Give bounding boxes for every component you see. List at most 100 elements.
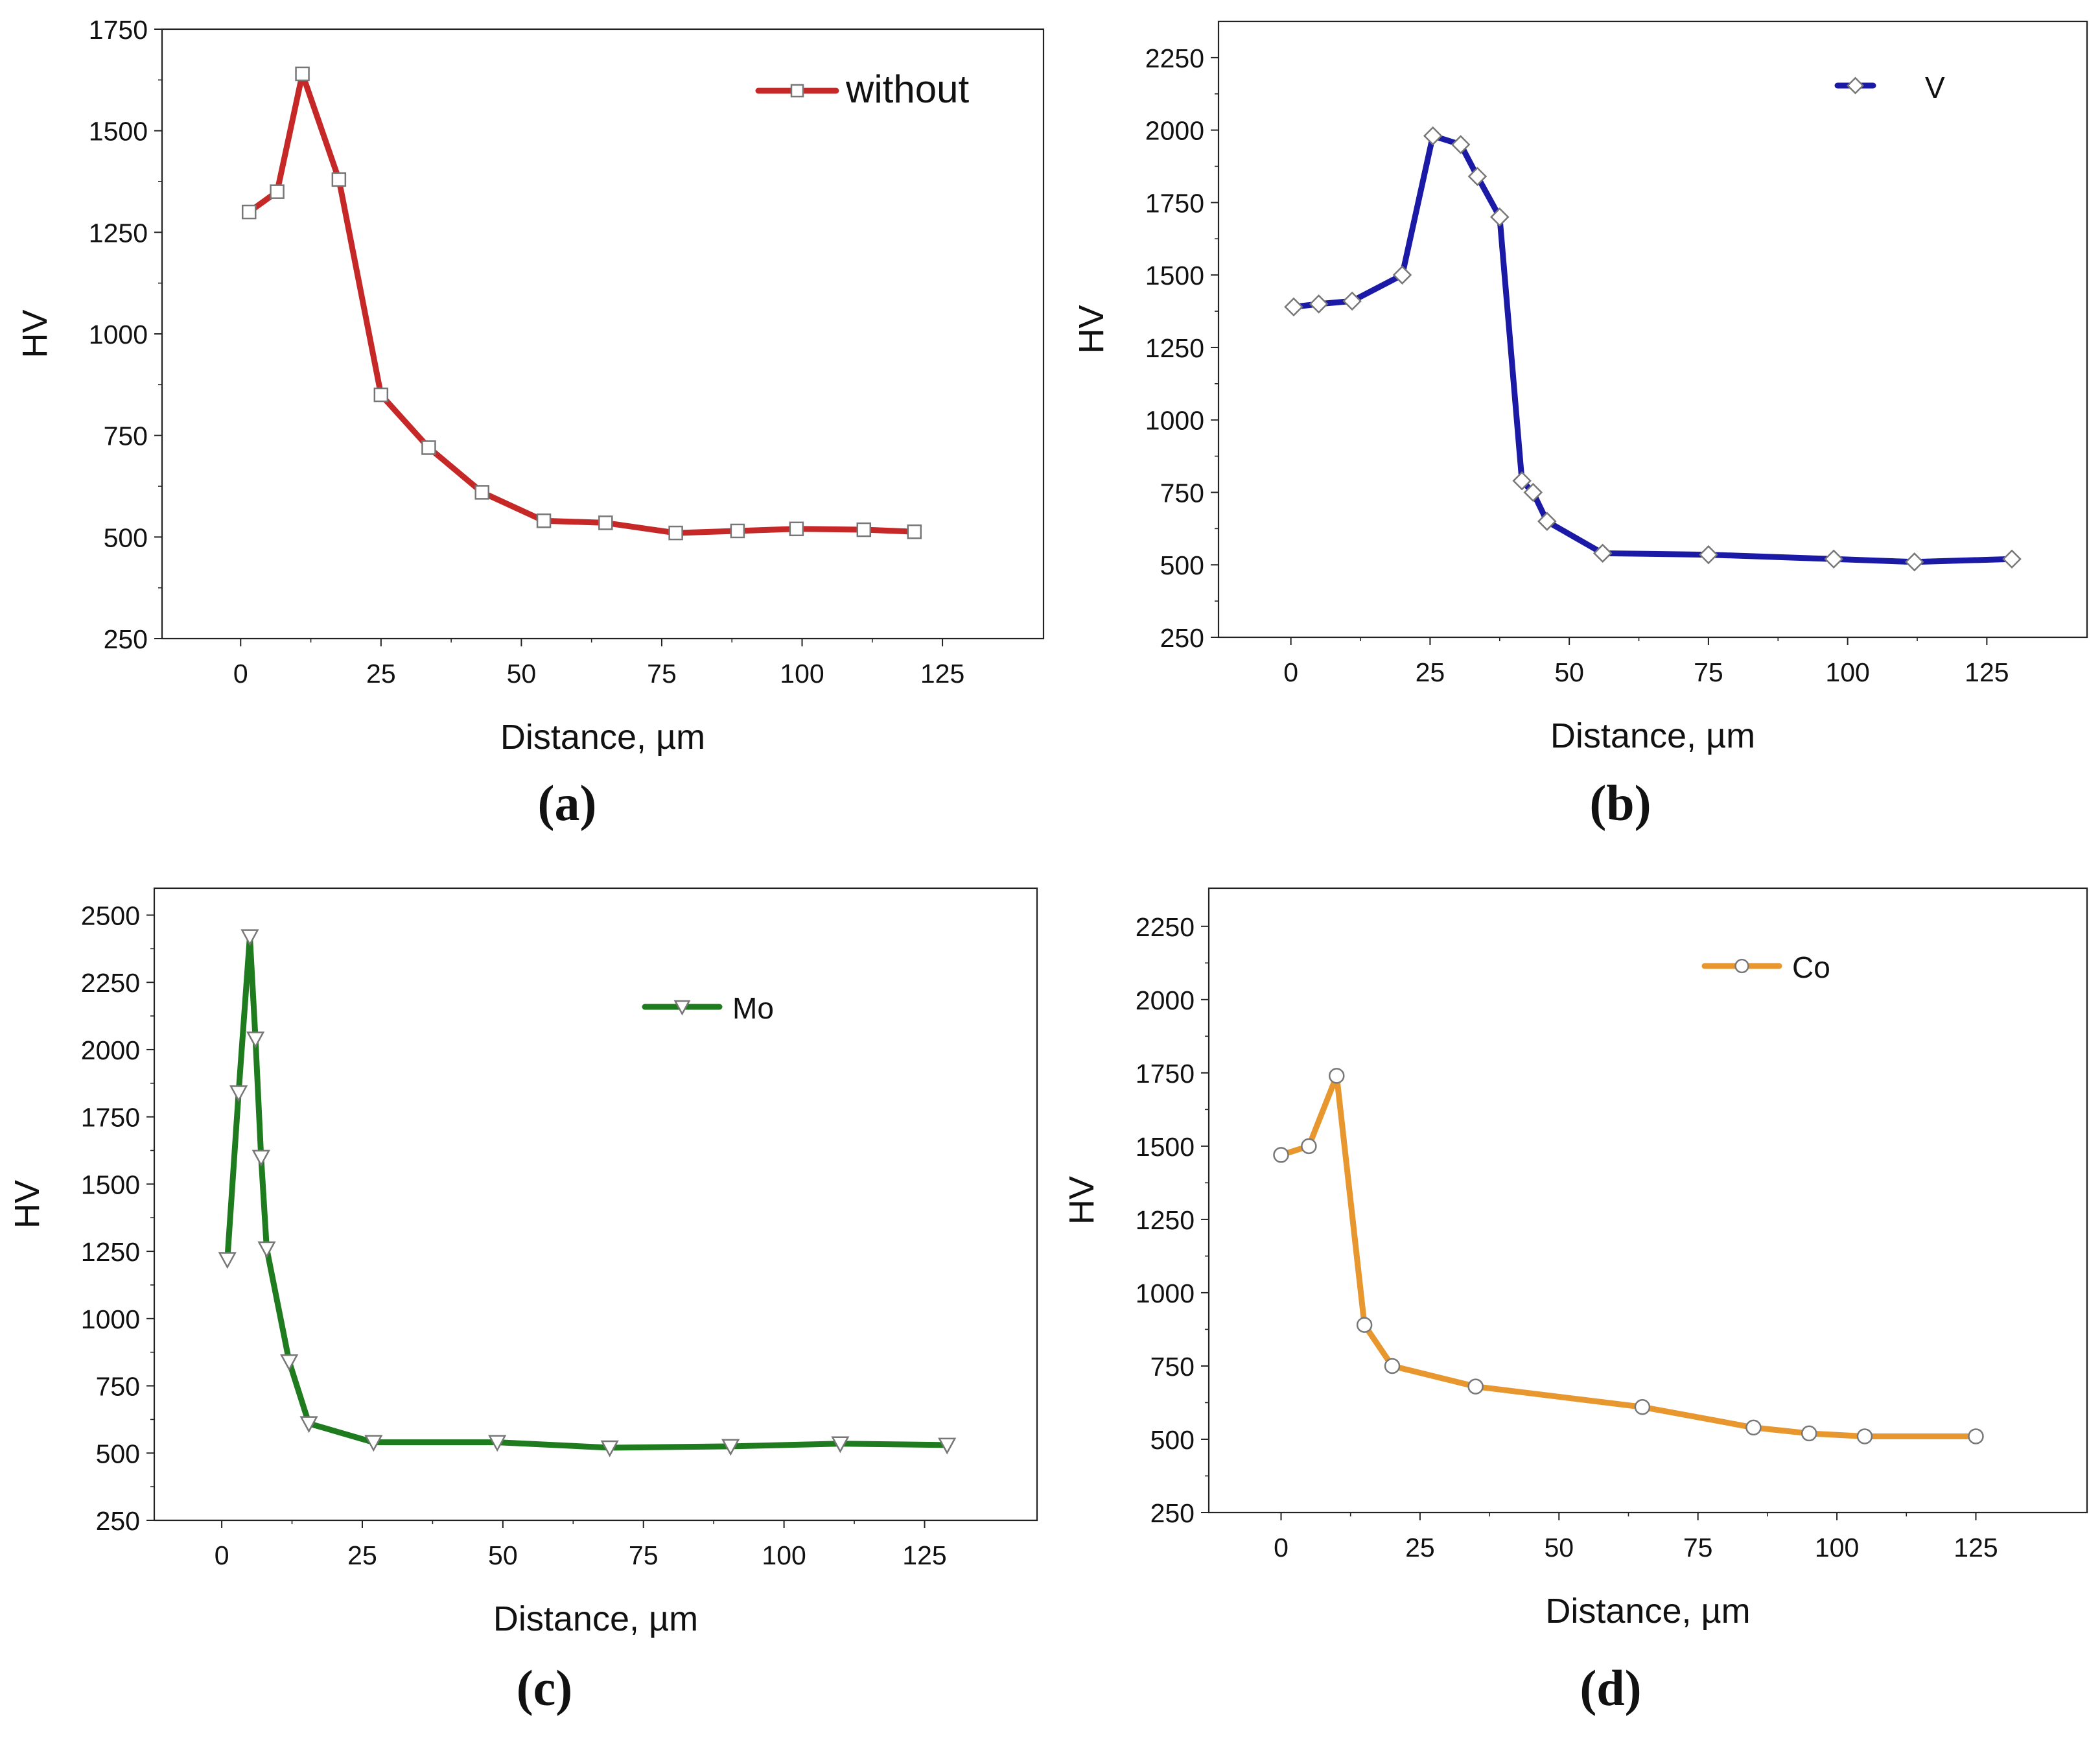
data-point (907, 524, 922, 539)
x-tick-label: 75 (1694, 657, 1723, 687)
data-point (1824, 549, 1843, 569)
panel-label: (a) (538, 775, 597, 831)
legend-label: Co (1792, 950, 1830, 984)
legend-marker (1847, 77, 1864, 95)
data-point (1512, 471, 1532, 491)
data-point (730, 523, 745, 539)
data-point (251, 1149, 270, 1167)
y-tick-label: 250 (96, 1506, 140, 1536)
y-tick-label: 2250 (1145, 43, 1204, 73)
data-point (1284, 297, 1303, 317)
panel-a: 250 500 750 1000 1250 1500 1750 0 25 50 75 100 125 Di… (16, 15, 1045, 831)
data-point (598, 515, 613, 530)
data-point (2002, 549, 2022, 569)
panel-b-plot-frame (1217, 20, 2088, 639)
data-point (1699, 545, 1718, 565)
data-point (240, 929, 259, 947)
y-tick-label: 250 (1150, 1498, 1195, 1528)
data-point (474, 485, 490, 500)
y-tick-label: 500 (104, 523, 148, 552)
data-point (1467, 1378, 1484, 1395)
y-tick-label: 1750 (1145, 188, 1204, 218)
data-point (1309, 294, 1329, 314)
y-tick-label: 2500 (81, 901, 140, 930)
y-tick-label: 2000 (81, 1035, 140, 1065)
x-tick-label: 75 (647, 659, 677, 689)
x-tick-label: 0 (233, 659, 248, 689)
x-axis-title: Distance, µm (493, 1599, 698, 1638)
legend-marker (673, 1000, 691, 1016)
data-point (856, 522, 872, 537)
x-tick-label: 125 (1965, 657, 2009, 687)
data-point (1451, 135, 1471, 154)
x-tick-label: 25 (1405, 1533, 1435, 1562)
y-axis-title: HV (1062, 1176, 1101, 1225)
data-point (246, 1031, 265, 1048)
panel-d-plot-frame (1208, 887, 2088, 1514)
y-tick-label: 250 (1160, 623, 1204, 653)
data-point (831, 1436, 850, 1454)
data-point (1490, 207, 1510, 227)
legend-marker (1734, 958, 1749, 974)
data-point (1356, 1317, 1373, 1333)
y-tick-label: 1250 (1136, 1205, 1195, 1235)
y-axis-title: HV (1072, 305, 1111, 353)
y-tick-label: 1500 (1136, 1132, 1195, 1162)
y-tick-label: 500 (1160, 550, 1204, 580)
y-axis-title: HV (16, 309, 54, 358)
data-point (280, 1354, 299, 1371)
data-point (668, 525, 683, 541)
y-tick-label: 750 (1160, 478, 1204, 508)
x-axis-title: Distance, µm (1545, 1592, 1750, 1631)
panel-b: 250 500 750 1000 1250 1500 1750 2000 2250 0 25 50 75… (1072, 20, 2088, 831)
y-tick-label: 250 (104, 624, 148, 654)
data-point (1423, 126, 1443, 146)
x-tick-label: 25 (347, 1540, 377, 1570)
data-point (1301, 1138, 1317, 1155)
y-tick-label: 1250 (1145, 333, 1204, 363)
y-tick-label: 1000 (1136, 1279, 1195, 1308)
data-point (218, 1252, 237, 1269)
y-tick-label: 1250 (81, 1237, 140, 1267)
data-point (1328, 1068, 1345, 1084)
x-tick-label: 0 (215, 1540, 229, 1570)
x-tick-label: 0 (1283, 657, 1298, 687)
series-line-Co (1278, 1072, 1979, 1439)
data-point (1384, 1358, 1401, 1374)
x-tick-label: 125 (1954, 1533, 1998, 1562)
data-point (364, 1435, 383, 1452)
y-tick-label: 500 (1150, 1425, 1195, 1455)
x-axis-title: Distance, µm (1550, 716, 1755, 755)
data-point (1592, 543, 1613, 563)
legend-marker (790, 84, 804, 98)
panel-c: 250 500 750 1000 1250 1500 1750 2000 2250 2500 0 25… (8, 887, 1038, 1716)
panel-d: 250 500 750 1000 1250 1500 1750 2000 2250 0 25 50 75… (1062, 887, 2088, 1716)
x-tick-label: 25 (366, 659, 396, 689)
series-line-V (1290, 133, 2015, 565)
data-point (789, 521, 804, 537)
data-point (536, 513, 552, 528)
data-point (1392, 265, 1412, 285)
data-point (1745, 1419, 1762, 1436)
y-tick-label: 1750 (81, 1103, 140, 1133)
x-tick-label: 125 (920, 659, 964, 689)
x-tick-label: 125 (902, 1540, 946, 1570)
data-point (1342, 291, 1362, 311)
data-point (938, 1437, 957, 1455)
data-point (295, 66, 310, 82)
x-tick-label: 100 (1825, 657, 1869, 687)
data-point (721, 1439, 740, 1456)
series-line-without (246, 71, 918, 536)
data-point (1467, 167, 1488, 186)
y-tick-label: 2250 (81, 968, 140, 998)
x-tick-label: 50 (488, 1540, 518, 1570)
x-tick-label: 50 (1554, 657, 1584, 687)
y-tick-label: 2000 (1136, 985, 1195, 1015)
data-point (373, 387, 389, 403)
data-point (1904, 552, 1924, 572)
x-tick-label: 0 (1274, 1533, 1289, 1562)
y-tick-label: 1000 (89, 320, 148, 349)
series-line-Mo (224, 934, 950, 1451)
y-tick-label: 2000 (1145, 116, 1204, 146)
panel-c-plot-frame (153, 887, 1038, 1522)
